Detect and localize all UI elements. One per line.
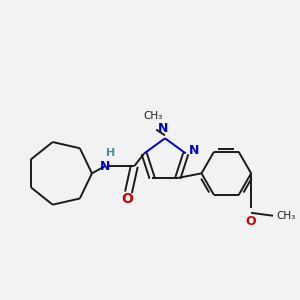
Text: H: H: [106, 148, 115, 158]
Text: N: N: [158, 122, 169, 135]
Text: CH₃: CH₃: [277, 211, 296, 221]
Text: N: N: [100, 160, 110, 172]
Text: O: O: [246, 215, 256, 228]
Text: N: N: [189, 144, 200, 157]
Text: O: O: [121, 192, 133, 206]
Text: CH₃: CH₃: [144, 111, 163, 122]
